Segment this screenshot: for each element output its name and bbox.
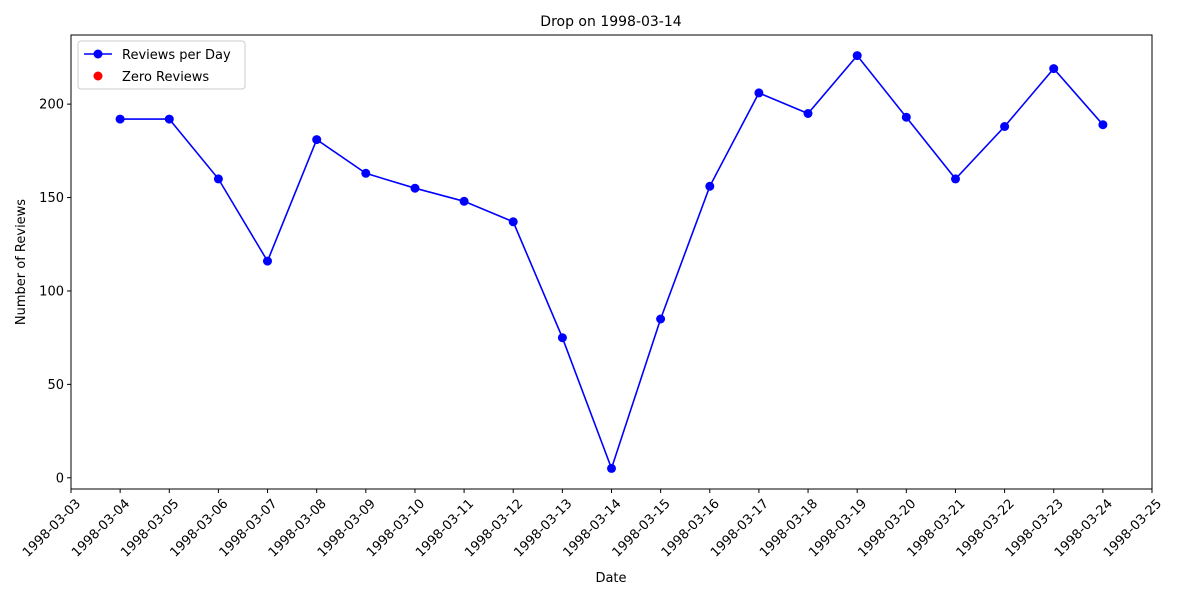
chart-title: Drop on 1998-03-14 xyxy=(540,14,681,30)
data-point xyxy=(656,314,666,324)
data-point xyxy=(754,88,764,98)
data-point xyxy=(410,183,420,193)
y-axis-label: Number of Reviews xyxy=(14,199,29,325)
data-point xyxy=(361,168,371,178)
data-point xyxy=(557,333,567,343)
legend-label-reviews-per-day: Reviews per Day xyxy=(122,48,231,63)
legend-marker-reviews-per-day xyxy=(93,49,103,59)
data-point xyxy=(115,114,125,124)
y-tick-label: 50 xyxy=(47,378,64,393)
data-point xyxy=(951,174,960,184)
data-point xyxy=(1000,122,1010,131)
y-tick-label: 150 xyxy=(39,191,64,206)
data-point xyxy=(312,135,322,145)
plot-frame xyxy=(70,34,1153,490)
data-point xyxy=(263,256,272,266)
data-point xyxy=(607,463,616,473)
ticks-layer: 1998-03-031998-03-041998-03-051998-03-06… xyxy=(20,98,1165,561)
data-point xyxy=(459,196,469,206)
legend-label-zero-reviews: Zero Reviews xyxy=(122,70,209,85)
y-tick-label: 0 xyxy=(56,471,64,486)
x-axis-label: Date xyxy=(595,571,626,586)
data-point xyxy=(508,217,518,227)
data-point xyxy=(901,112,911,122)
data-point xyxy=(164,114,174,124)
data-point xyxy=(1049,64,1059,74)
legend-box xyxy=(77,40,246,90)
data-point xyxy=(213,174,223,184)
data-point xyxy=(705,181,715,191)
legend: Reviews per Day Zero Reviews xyxy=(77,40,246,90)
data-point xyxy=(1098,120,1108,130)
series-layer xyxy=(115,51,1108,473)
y-tick-label: 200 xyxy=(39,98,64,113)
y-tick-label: 100 xyxy=(39,284,64,299)
data-point xyxy=(852,51,862,61)
legend-marker-zero-reviews xyxy=(93,71,103,81)
data-point xyxy=(803,109,813,118)
